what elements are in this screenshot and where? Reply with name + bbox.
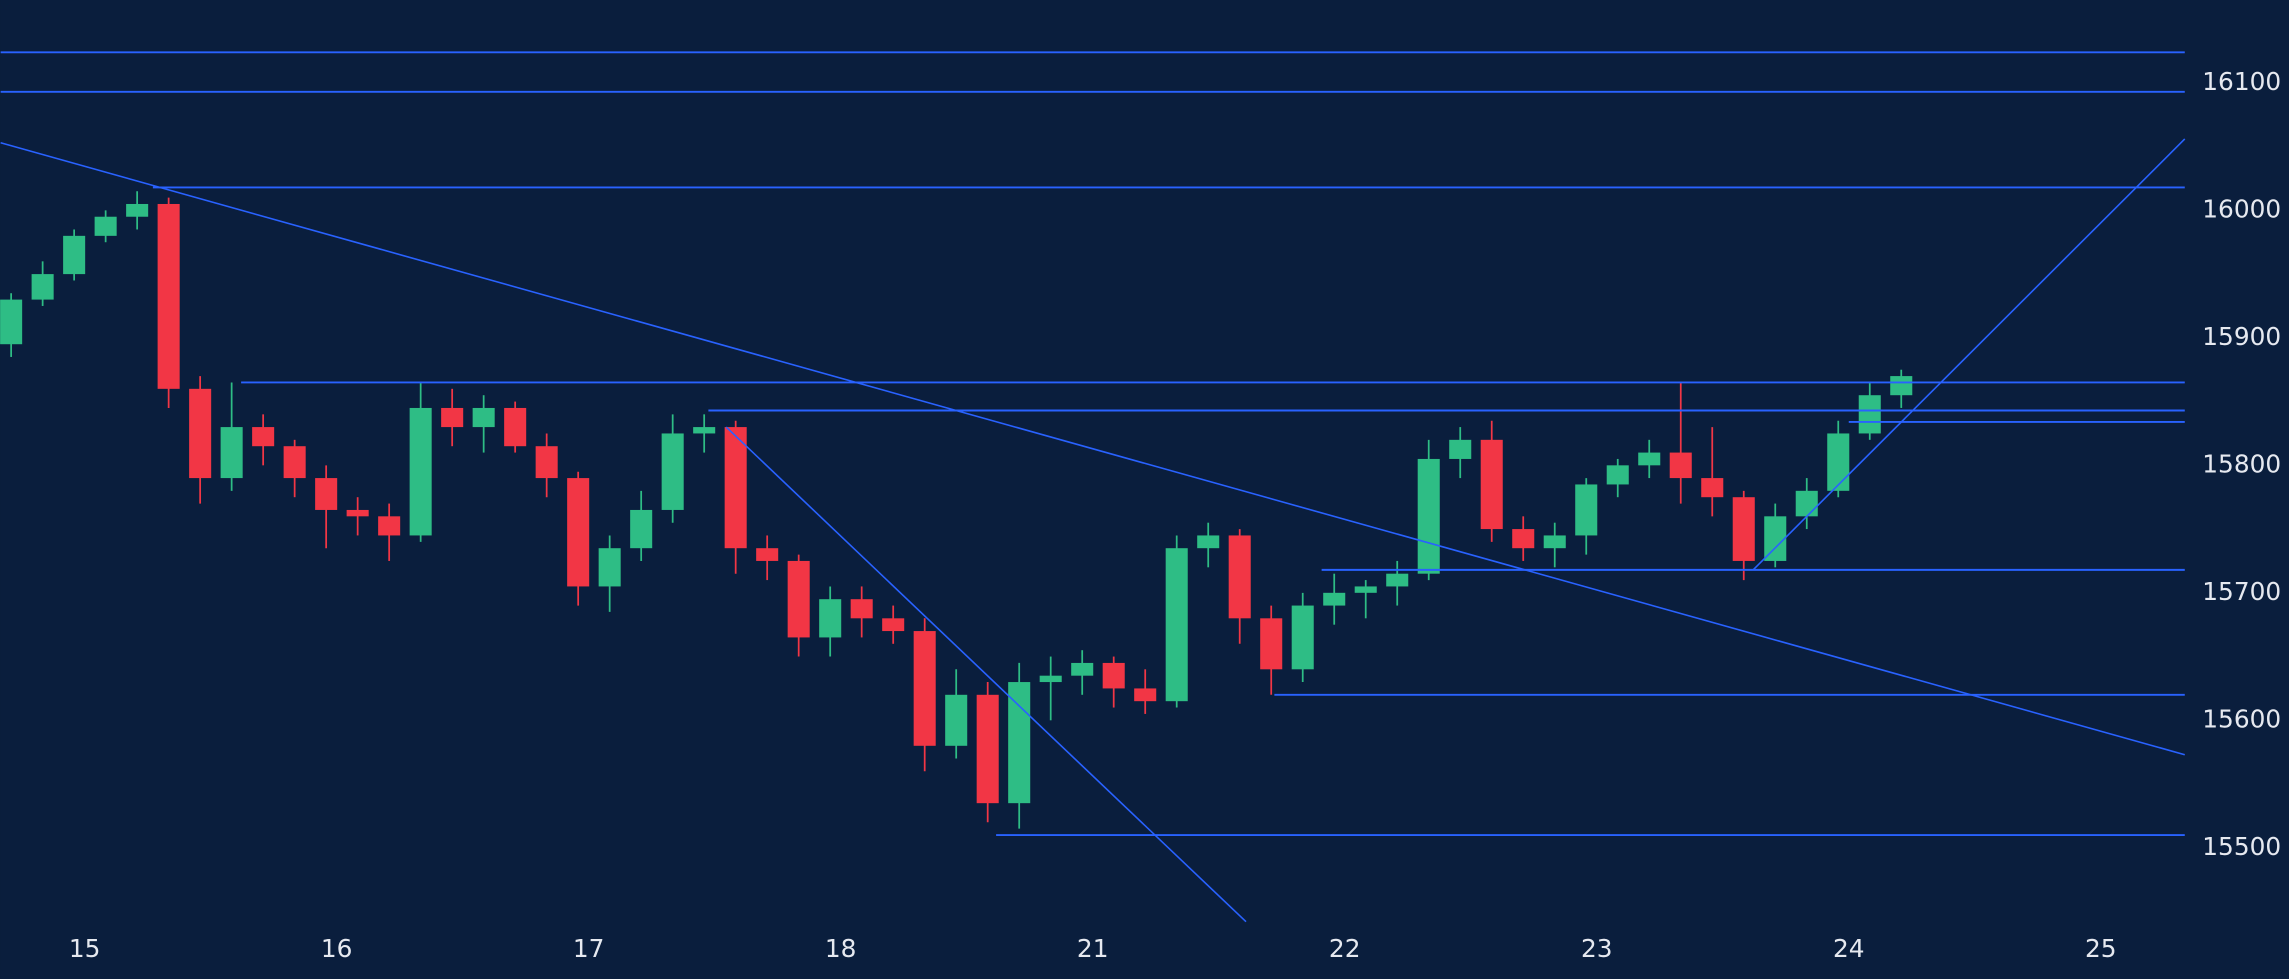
y-tick-label: 15700 [2202, 577, 2281, 606]
candle-body [819, 599, 842, 638]
candle-body [1039, 675, 1062, 683]
candle-body [1543, 535, 1566, 549]
x-tick-label: 25 [2085, 934, 2117, 963]
y-tick-label: 15500 [2202, 832, 2281, 861]
candle-body [1669, 452, 1692, 479]
x-tick-label: 21 [1077, 934, 1109, 963]
candle-body [1102, 662, 1125, 689]
candle-body [1291, 605, 1314, 670]
candle-body [378, 516, 401, 536]
y-tick-label: 15900 [2202, 322, 2281, 351]
x-tick-label: 18 [825, 934, 857, 963]
candle-body [1197, 535, 1220, 549]
candle-body [31, 274, 54, 300]
candle-body [1071, 662, 1094, 676]
candle-body [535, 446, 558, 479]
candle-body [1638, 452, 1661, 466]
candle-body [1008, 682, 1031, 804]
trend-line [1752, 138, 2186, 571]
candle-body [882, 618, 905, 632]
y-tick-label: 15600 [2202, 704, 2281, 733]
candle-body [472, 407, 495, 428]
candle-body [346, 509, 369, 517]
candle-body [1512, 529, 1535, 549]
candle-body [567, 478, 590, 587]
candle-body [693, 427, 716, 434]
x-tick-label: 22 [1329, 934, 1361, 963]
candle-body [661, 433, 684, 510]
candle-body [126, 203, 149, 217]
candle-body [1795, 490, 1818, 517]
y-tick-label: 16000 [2202, 194, 2281, 223]
candle-body [409, 407, 432, 536]
candle-body [1827, 433, 1850, 491]
candle-body [220, 427, 243, 479]
candle-body [504, 407, 527, 447]
x-tick-label: 23 [1581, 934, 1613, 963]
candle-body [157, 203, 180, 389]
candle-body [1764, 516, 1787, 561]
candle-body [1606, 465, 1629, 485]
candle-body [850, 599, 873, 619]
x-tick-label: 15 [69, 934, 101, 963]
candle-body [724, 427, 747, 549]
candle-body [787, 560, 810, 638]
candle-body [913, 631, 936, 746]
candle-body [189, 388, 212, 479]
candle-body [1858, 395, 1881, 434]
candle-body [252, 427, 275, 447]
trend-line [725, 426, 1247, 923]
candle-body [945, 694, 968, 746]
candle-body [283, 446, 306, 479]
candle-body [63, 235, 86, 275]
candle-body [1449, 439, 1472, 459]
candle-body [315, 478, 338, 510]
candle-body [630, 509, 653, 549]
candle-body [1228, 535, 1251, 619]
candle-body [1165, 548, 1188, 702]
candle-body [976, 694, 999, 804]
candle-body [94, 216, 117, 236]
candle-body [756, 548, 779, 561]
trend-line [0, 142, 2185, 756]
candle-body [1323, 592, 1346, 606]
candle-body [1890, 376, 1913, 396]
candle-body [1575, 484, 1598, 536]
candle-body [1480, 439, 1503, 530]
candle-body [1134, 688, 1157, 702]
candle-body [1260, 618, 1283, 670]
candle-body [0, 299, 23, 345]
candle-body [1732, 497, 1755, 561]
candle-body [1354, 586, 1377, 593]
x-tick-label: 17 [573, 934, 605, 963]
candle-body [1701, 478, 1724, 498]
y-tick-label: 16100 [2202, 67, 2281, 96]
candle-body [598, 548, 621, 587]
x-tick-label: 16 [321, 934, 353, 963]
candle-body [1417, 458, 1440, 574]
candle-body [441, 407, 464, 428]
candle-body [1386, 573, 1409, 587]
x-tick-label: 24 [1833, 934, 1865, 963]
y-tick-label: 15800 [2202, 449, 2281, 478]
